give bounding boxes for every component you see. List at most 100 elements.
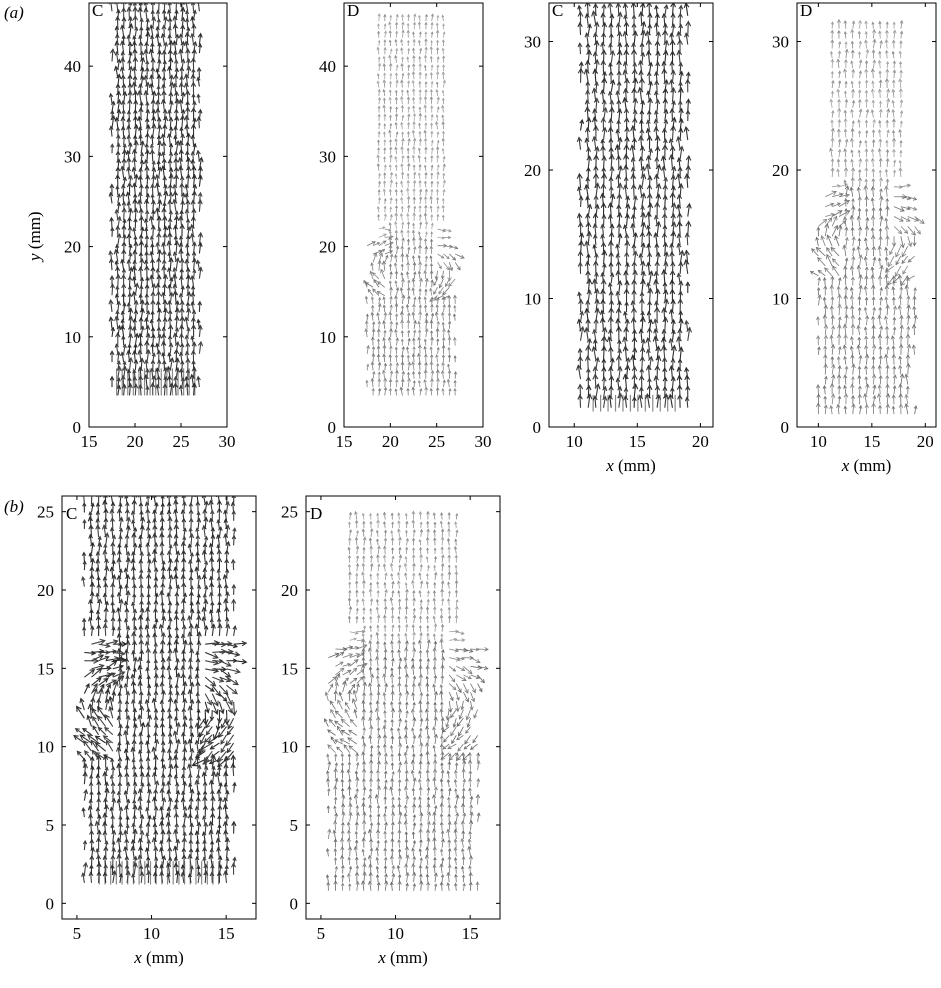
velocity-arrow-head: [632, 109, 638, 115]
velocity-arrow-head: [436, 205, 440, 209]
velocity-arrow: [641, 311, 644, 322]
velocity-arrow: [677, 136, 681, 150]
velocity-arrow: [407, 188, 409, 196]
velocity-arrow-head: [892, 129, 896, 134]
velocity-arrow-head: [399, 386, 404, 391]
velocity-arrow: [610, 194, 614, 208]
velocity-arrow: [151, 35, 154, 45]
velocity-arrow-head: [378, 296, 382, 301]
velocity-arrow-head: [400, 319, 405, 324]
velocity-arrow: [431, 81, 433, 88]
velocity-arrow: [900, 99, 903, 108]
part-b-label: (b): [4, 497, 24, 516]
velocity-arrow: [641, 146, 644, 160]
velocity-arrow-head: [372, 288, 377, 293]
velocity-arrow-head: [161, 332, 167, 339]
velocity-arrow: [371, 362, 374, 371]
velocity-arrow-head: [608, 153, 615, 160]
velocity-arrow: [193, 342, 195, 354]
velocity-arrow-head: [824, 375, 828, 380]
velocity-arrow: [389, 22, 392, 30]
velocity-arrow-head: [653, 118, 659, 124]
x-tick-label: 15: [629, 432, 646, 451]
velocity-arrow-head: [844, 207, 848, 212]
velocity-arrow: [866, 217, 868, 227]
velocity-arrow: [162, 152, 165, 162]
velocity-arrow-head: [850, 226, 855, 231]
velocity-arrow-head: [412, 38, 416, 42]
velocity-arrow-head: [395, 13, 399, 18]
velocity-arrow-head: [121, 200, 127, 206]
velocity-arrow: [140, 308, 144, 321]
velocity-arrow-head: [180, 24, 186, 30]
velocity-arrow-head: [617, 136, 623, 143]
velocity-arrow-head: [638, 328, 644, 334]
velocity-arrow-head: [167, 33, 172, 39]
velocity-arrow: [907, 296, 910, 306]
velocity-arrow-head: [668, 137, 674, 144]
velocity-arrow: [365, 296, 368, 304]
velocity-arrow-head: [844, 365, 849, 370]
velocity-arrow-head: [430, 122, 434, 126]
velocity-arrow-head: [138, 134, 143, 139]
velocity-arrow: [851, 336, 854, 346]
velocity-arrow: [852, 69, 854, 79]
velocity-arrow: [395, 147, 397, 155]
velocity-arrow-head: [406, 371, 410, 375]
velocity-arrow: [454, 337, 456, 346]
velocity-arrow: [412, 223, 415, 230]
velocity-arrow: [418, 380, 421, 388]
velocity-arrow: [371, 297, 374, 304]
velocity-arrow-head: [899, 207, 905, 212]
velocity-arrow-head: [406, 22, 410, 26]
velocity-arrow-head: [863, 306, 868, 311]
velocity-arrow: [158, 334, 161, 346]
velocity-arrow-head: [430, 353, 434, 358]
velocity-arrow-head: [586, 384, 592, 391]
velocity-arrow-head: [877, 333, 883, 339]
velocity-arrow: [111, 284, 114, 296]
velocity-arrow-head: [436, 362, 440, 367]
velocity-arrow-head: [842, 220, 847, 225]
velocity-arrow: [641, 261, 644, 274]
velocity-arrow: [914, 226, 921, 235]
velocity-arrow-head: [190, 3, 196, 6]
velocity-arrow: [152, 161, 155, 171]
velocity-arrow-head: [899, 334, 904, 339]
velocity-arrow-head: [661, 60, 667, 67]
velocity-arrow-head: [891, 39, 896, 44]
velocity-arrow: [625, 271, 628, 284]
velocity-arrow-head: [886, 108, 891, 113]
velocity-arrow: [609, 43, 612, 55]
velocity-arrow-head: [388, 21, 392, 25]
velocity-arrow: [151, 43, 154, 54]
velocity-arrow: [656, 62, 659, 74]
velocity-arrow-head: [442, 188, 446, 192]
velocity-arrow: [163, 327, 165, 338]
velocity-arrow-head: [388, 129, 392, 134]
velocity-arrow-head: [826, 253, 831, 260]
velocity-arrow-head: [678, 127, 684, 133]
velocity-arrow-head: [623, 164, 629, 171]
velocity-arrow: [383, 56, 386, 63]
velocity-arrow: [127, 118, 131, 129]
velocity-arrow: [632, 214, 635, 227]
velocity-arrow: [632, 167, 635, 179]
velocity-arrow: [879, 60, 881, 69]
velocity-arrow: [110, 300, 113, 312]
velocity-arrow-head: [395, 89, 398, 93]
velocity-arrow: [185, 3, 189, 12]
velocity-arrow: [837, 159, 840, 168]
velocity-arrow: [430, 246, 433, 255]
velocity-arrow-head: [167, 251, 172, 257]
velocity-arrow-head: [394, 280, 398, 284]
velocity-arrow: [128, 244, 132, 254]
velocity-arrow: [134, 208, 137, 221]
velocity-arrow: [864, 307, 867, 316]
velocity-arrow-head: [173, 73, 179, 79]
velocity-arrow-head: [436, 377, 440, 382]
velocity-arrow-head: [120, 183, 126, 189]
velocity-arrow-head: [678, 117, 684, 124]
velocity-arrow: [117, 109, 120, 120]
velocity-arrow: [664, 394, 667, 408]
